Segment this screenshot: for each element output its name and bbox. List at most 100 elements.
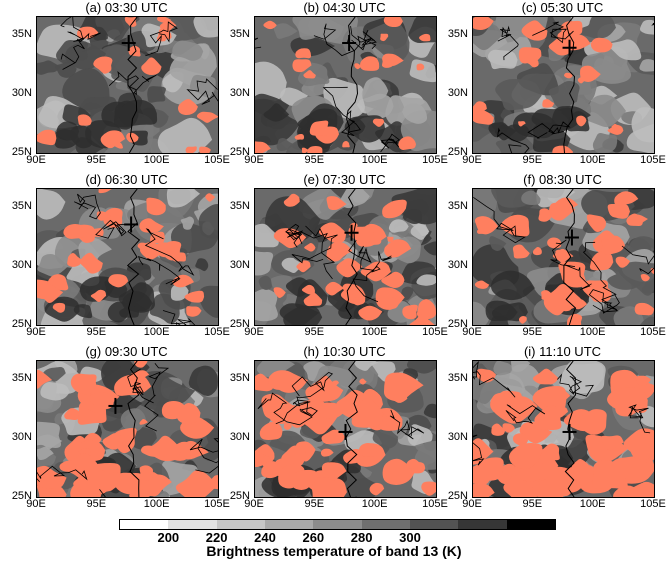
latitude-tick-label: 30N — [229, 258, 250, 271]
satellite-map — [254, 188, 437, 326]
satellite-map — [254, 16, 437, 154]
boundary-line — [348, 240, 375, 271]
cloud-field — [409, 59, 436, 83]
convective-cloud — [473, 438, 494, 465]
convective-cloud — [383, 297, 400, 309]
longitude-tick-label: 105E — [204, 498, 230, 510]
satellite-map — [472, 188, 655, 326]
longitude-tick-label: 90E — [244, 154, 264, 166]
boundary-line — [257, 392, 313, 426]
convective-cloud — [150, 472, 159, 478]
boundary-line — [285, 231, 336, 280]
satellite-map — [254, 360, 437, 498]
convective-cloud — [518, 47, 542, 64]
convective-cloud — [128, 45, 141, 57]
convective-cloud — [558, 261, 586, 288]
latitude-tick-label: 25N — [447, 490, 468, 502]
convective-cloud — [268, 370, 308, 393]
convective-cloud — [295, 48, 312, 59]
convective-cloud — [351, 398, 384, 428]
convective-cloud — [124, 17, 137, 27]
convective-cloud — [134, 361, 148, 368]
cloud-field — [189, 74, 216, 98]
cloud-field — [255, 251, 274, 276]
event-location-marker — [121, 35, 136, 52]
convective-cloud — [342, 140, 350, 148]
convective-cloud — [636, 375, 652, 386]
convective-cloud — [259, 422, 283, 440]
convective-cloud — [354, 63, 363, 70]
longitude-tick-label: 100E — [579, 498, 606, 510]
boundary-line — [291, 372, 334, 407]
convective-cloud — [634, 302, 654, 316]
convective-cloud — [474, 216, 499, 235]
convective-cloud — [326, 241, 353, 262]
convective-cloud — [592, 460, 628, 490]
event-location-marker — [124, 216, 139, 233]
convective-cloud — [500, 214, 530, 237]
convective-cloud — [63, 224, 87, 239]
cloud-field — [491, 302, 528, 322]
cloud-field — [193, 17, 218, 38]
convective-cloud — [543, 293, 572, 316]
cloud-field — [195, 258, 209, 272]
cloud-field — [361, 77, 389, 103]
map-panel: (a) 03:30 UTC 35N 30N 25N 90E 95E 100E 105E — [0, 0, 230, 170]
longitude-tick-label: 100E — [143, 498, 170, 510]
cloud-field — [353, 361, 379, 371]
event-location-marker — [342, 35, 357, 52]
cloud-field — [592, 133, 618, 153]
map-panel: (h) 10:30 UTC 35N 30N 25N 90E 95E 100E 105E — [218, 344, 448, 514]
convective-cloud — [532, 386, 567, 414]
convective-cloud — [372, 118, 385, 127]
longitude-tick-label: 90E — [26, 326, 46, 338]
cloud-field — [273, 23, 298, 39]
convective-cloud — [381, 271, 405, 288]
longitude-tick-label: 100E — [361, 154, 388, 166]
longitude-tick-label: 90E — [462, 498, 482, 510]
convective-cloud — [512, 433, 528, 446]
latitude-tick-label: 35N — [229, 371, 250, 384]
cloud-field — [521, 190, 541, 205]
convective-cloud — [87, 392, 115, 410]
convective-cloud — [419, 33, 431, 42]
boundary-line — [291, 225, 338, 264]
convective-cloud — [593, 42, 603, 50]
panel-title: (g) 09:30 UTC — [85, 344, 168, 359]
convective-cloud — [310, 477, 347, 497]
convective-cloud — [37, 283, 64, 303]
boundary-line — [108, 70, 157, 96]
event-location-marker — [564, 229, 579, 246]
latitude-tick-label: 30N — [11, 258, 32, 271]
convective-cloud — [580, 65, 601, 82]
latitude-tick-label: 30N — [11, 430, 32, 443]
cloud-field — [490, 270, 535, 301]
boundary-line — [145, 21, 178, 57]
cloud-field — [258, 275, 272, 290]
convective-cloud — [64, 408, 82, 421]
latitude-tick-label: 25N — [229, 318, 250, 330]
event-location-marker — [562, 423, 577, 440]
cloud-field — [423, 403, 436, 419]
colorbar-segment — [264, 520, 314, 529]
latitude-tick-label: 30N — [11, 86, 32, 99]
convective-cloud — [601, 235, 625, 255]
convective-cloud — [172, 274, 194, 288]
latitude-tick-label: 35N — [11, 371, 32, 384]
convective-cloud — [509, 442, 543, 470]
cloud-field — [340, 189, 370, 209]
cloud-field — [473, 189, 498, 224]
cloud-field — [608, 39, 642, 61]
latitude-tick-label: 25N — [447, 318, 468, 330]
boundary-line — [126, 189, 141, 325]
longitude-tick-label: 100E — [361, 326, 388, 338]
cloud-field — [473, 301, 490, 325]
colorbar-tick-label: 260 — [302, 530, 325, 545]
boundary-line — [473, 196, 527, 244]
latitude-tick-label: 35N — [229, 27, 250, 40]
boundary-line — [563, 189, 577, 325]
convective-cloud — [473, 17, 494, 31]
convective-cloud — [491, 423, 506, 436]
convective-cloud — [255, 141, 271, 153]
cloud-field — [495, 78, 542, 111]
